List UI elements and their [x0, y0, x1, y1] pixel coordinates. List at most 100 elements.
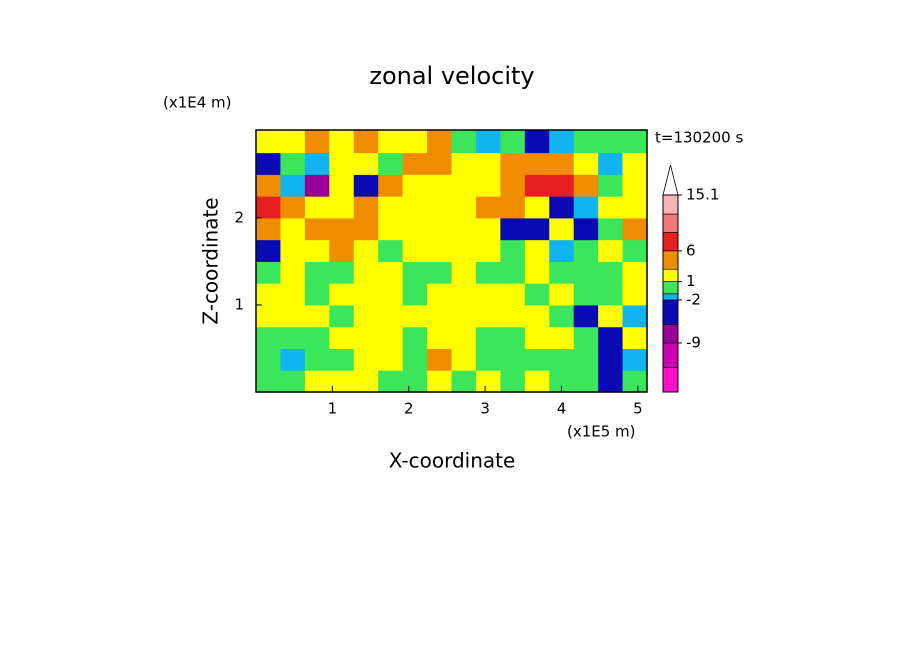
contour-cell — [304, 348, 330, 371]
contour-cell — [573, 283, 599, 306]
contour-cell — [280, 152, 306, 175]
contour-cell — [329, 130, 355, 154]
contour-cell — [402, 196, 428, 219]
contour-cell — [378, 370, 404, 393]
contour-cell — [549, 370, 575, 393]
contour-cell — [256, 370, 281, 393]
contour-cell — [524, 326, 550, 349]
contour-cell — [500, 217, 526, 241]
contour-cell — [256, 152, 281, 175]
contour-cell — [329, 217, 355, 241]
contour-cell — [402, 152, 428, 175]
colorbar-segment — [662, 250, 679, 270]
contour-cell — [280, 370, 306, 393]
contour-cell — [329, 283, 355, 306]
colorbar-segment — [662, 268, 679, 282]
contour-cell — [378, 217, 404, 241]
contour-cell — [622, 304, 648, 328]
contour-cell — [549, 152, 575, 175]
colorbar-segment — [662, 342, 679, 368]
contour-cell — [353, 239, 379, 262]
contour-cell — [353, 370, 379, 393]
contour-cell — [402, 261, 428, 284]
contour-cell — [304, 261, 330, 284]
contour-cell — [524, 152, 550, 175]
contour-cell — [475, 196, 501, 219]
contour-cell — [598, 239, 624, 262]
x-tick-label: 5 — [633, 400, 643, 418]
contour-cell — [500, 196, 526, 219]
contour-cell — [598, 174, 624, 197]
x-axis-title: X-coordinate — [389, 449, 516, 473]
contour-cell — [524, 239, 550, 262]
contour-cell — [256, 174, 281, 197]
contour-cell — [549, 196, 575, 219]
contour-cell — [573, 370, 599, 393]
contour-cell — [475, 130, 501, 154]
contour-cell — [280, 326, 306, 349]
colorbar-tick-label: -2 — [686, 290, 701, 308]
contour-cell — [451, 152, 477, 175]
x-tick-label: 3 — [480, 400, 490, 418]
contour-cell — [280, 348, 306, 371]
contour-cell — [304, 174, 330, 197]
contour-cell — [524, 217, 550, 241]
contour-cell — [475, 239, 501, 262]
colorbar-frame — [662, 194, 679, 393]
contour-cell — [549, 239, 575, 262]
colorbar-segment — [662, 281, 679, 295]
contour-cell — [304, 370, 330, 393]
contour-cell — [573, 174, 599, 197]
contour-cell — [280, 196, 306, 219]
contour-cell — [622, 152, 648, 175]
contour-cell — [402, 130, 428, 154]
contour-cell — [304, 152, 330, 175]
contour-cell — [549, 326, 575, 349]
contour-cell — [353, 326, 379, 349]
contour-cell — [475, 174, 501, 197]
contour-cell — [573, 348, 599, 371]
contour-cell — [598, 217, 624, 241]
contour-cell — [598, 130, 624, 154]
contour-cell — [427, 304, 452, 328]
contour-cell — [353, 348, 379, 371]
contour-cell — [256, 239, 281, 262]
contour-cell — [256, 130, 281, 154]
contour-cell — [378, 261, 404, 284]
contour-cell — [500, 283, 526, 306]
contour-cell — [402, 304, 428, 328]
contour-cell — [549, 174, 575, 197]
contour-cell — [524, 304, 550, 328]
contour-cell — [304, 196, 330, 219]
contour-cell — [427, 370, 452, 393]
contour-cell — [549, 304, 575, 328]
contour-cell — [378, 326, 404, 349]
colorbar-tick-label: 15.1 — [686, 186, 719, 204]
contour-cell — [524, 283, 550, 306]
contour-cell — [378, 283, 404, 306]
contour-cell — [622, 174, 648, 197]
contour-cell — [402, 239, 428, 262]
contour-cell — [475, 217, 501, 241]
contour-cell — [256, 348, 281, 371]
contour-cell — [598, 196, 624, 219]
y-tick-label: 1 — [234, 295, 244, 313]
contour-cell — [500, 348, 526, 371]
contour-cell — [280, 283, 306, 306]
colorbar-extension — [662, 164, 679, 196]
contour-cell — [622, 370, 648, 393]
contour-cell — [256, 217, 281, 241]
contour-cell — [378, 239, 404, 262]
contour-cell — [622, 326, 648, 349]
contour-cell — [329, 152, 355, 175]
contour-cell — [353, 130, 379, 154]
contour-cell — [598, 152, 624, 175]
contour-cell — [549, 130, 575, 154]
contour-cell — [524, 348, 550, 371]
contour-cell — [549, 348, 575, 371]
contour-cell — [353, 196, 379, 219]
colorbar-segment — [662, 213, 679, 233]
contour-cell — [500, 326, 526, 349]
contour-cell — [378, 152, 404, 175]
contour-cell — [353, 217, 379, 241]
